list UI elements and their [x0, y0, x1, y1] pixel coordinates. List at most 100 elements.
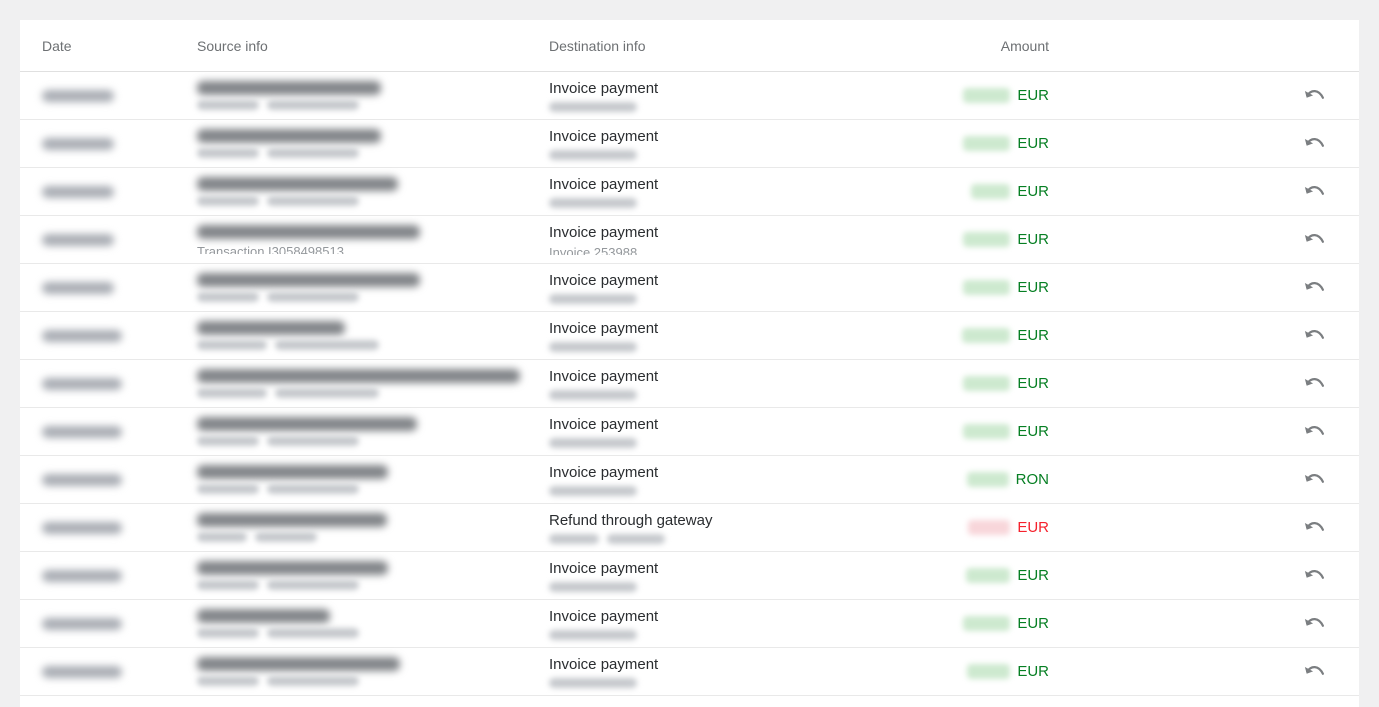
header-amount: Amount — [1000, 37, 1049, 54]
date-redacted-blob — [42, 281, 114, 294]
row-actions — [1287, 468, 1343, 491]
source-name-link-redacted[interactable] — [197, 225, 420, 239]
row-amount: EUR — [849, 567, 1059, 584]
destination-title: Invoice payment — [549, 319, 659, 337]
undo-button[interactable] — [1300, 564, 1330, 587]
amount-currency: EUR — [1017, 327, 1049, 344]
amount-value-redacted — [971, 184, 1011, 199]
source-name-link-redacted[interactable] — [197, 273, 420, 287]
destination-subline — [549, 677, 849, 688]
undo-arrow-icon — [1304, 474, 1324, 483]
source-subline — [197, 196, 549, 206]
amount-currency: EUR — [1017, 567, 1049, 584]
undo-button[interactable] — [1300, 372, 1330, 395]
row-source-info — [197, 513, 549, 542]
undo-button[interactable] — [1300, 468, 1330, 491]
source-name-link-redacted[interactable] — [197, 177, 398, 191]
row-date-redacted — [42, 185, 197, 198]
source-subtext-redacted — [197, 628, 367, 638]
destination-subline — [549, 101, 849, 112]
table-row: Invoice payment EUR — [20, 264, 1359, 312]
source-name-link-redacted[interactable] — [197, 513, 387, 527]
row-destination-info: Invoice payment Invoice 253988 — [549, 224, 849, 256]
date-redacted-blob — [42, 521, 122, 534]
undo-button[interactable] — [1300, 516, 1330, 539]
amount-value-redacted — [967, 664, 1011, 679]
header-source-info: Source info — [197, 37, 268, 54]
amount-value-redacted — [963, 88, 1011, 103]
destination-title: Invoice payment — [549, 223, 659, 241]
undo-button[interactable] — [1300, 324, 1330, 347]
row-source-info — [197, 129, 549, 158]
row-amount: EUR — [849, 327, 1059, 344]
table-row: Invoice payment RON — [20, 456, 1359, 504]
destination-subtext-redacted — [549, 677, 645, 688]
source-name-link-redacted[interactable] — [197, 81, 381, 95]
table-row: Invoice payment EUR — [20, 600, 1359, 648]
destination-subline — [549, 485, 849, 496]
source-name-link-redacted[interactable] — [197, 657, 400, 671]
row-destination-info: Invoice payment — [549, 464, 849, 496]
source-subline — [197, 100, 549, 110]
table-row: Invoice payment EUR — [20, 312, 1359, 360]
row-actions — [1287, 324, 1343, 347]
table-row: Invoice payment EUR — [20, 408, 1359, 456]
undo-arrow-icon — [1304, 282, 1324, 291]
row-source-info — [197, 81, 549, 110]
destination-subline — [549, 293, 849, 304]
destination-invoice-number: Invoice 253988 — [549, 246, 638, 255]
undo-arrow-icon — [1304, 426, 1324, 435]
destination-title: Invoice payment — [549, 607, 659, 625]
table-row: Invoice payment EUR — [20, 120, 1359, 168]
source-subtext-redacted — [197, 100, 367, 110]
destination-title: Invoice payment — [549, 79, 659, 97]
source-name-link-redacted[interactable] — [197, 417, 417, 431]
destination-subtext-redacted — [549, 293, 645, 304]
undo-button[interactable] — [1300, 660, 1330, 683]
destination-subline — [549, 149, 849, 160]
source-name-link-redacted[interactable] — [197, 129, 381, 143]
undo-button[interactable] — [1300, 180, 1330, 203]
table-row: Invoice payment EUR — [20, 168, 1359, 216]
row-destination-info: Invoice payment — [549, 80, 849, 112]
row-amount: RON — [849, 471, 1059, 488]
undo-button[interactable] — [1300, 228, 1330, 251]
date-redacted-blob — [42, 89, 114, 102]
table-row: Invoice payment EUR — [20, 648, 1359, 696]
undo-button[interactable] — [1300, 420, 1330, 443]
source-subtext-redacted — [197, 148, 367, 158]
destination-subline: Invoice 253988 — [549, 246, 849, 256]
date-redacted-blob — [42, 569, 122, 582]
source-name-link-redacted[interactable] — [197, 609, 330, 623]
source-name-link-redacted[interactable] — [197, 369, 520, 383]
source-name-link-redacted[interactable] — [197, 321, 345, 335]
destination-title: Invoice payment — [549, 175, 659, 193]
destination-subtext-redacted — [549, 197, 645, 208]
amount-value-redacted — [963, 232, 1011, 247]
row-source-info: Transaction I3058498513 — [197, 225, 549, 254]
date-redacted-blob — [42, 185, 114, 198]
undo-button[interactable] — [1300, 276, 1330, 299]
row-amount: EUR — [849, 135, 1059, 152]
row-actions — [1287, 564, 1343, 587]
source-subline — [197, 436, 549, 446]
destination-title: Invoice payment — [549, 463, 659, 481]
undo-button[interactable] — [1300, 612, 1330, 635]
row-amount: EUR — [849, 519, 1059, 536]
header-destination-info: Destination info — [549, 37, 646, 54]
source-name-link-redacted[interactable] — [197, 561, 388, 575]
source-name-link-redacted[interactable] — [197, 465, 388, 479]
row-actions — [1287, 660, 1343, 683]
row-amount: EUR — [849, 183, 1059, 200]
undo-arrow-icon — [1304, 186, 1324, 195]
source-subtext-redacted — [197, 340, 387, 350]
source-subline — [197, 292, 549, 302]
table-row: Invoice payment EUR — [20, 72, 1359, 120]
amount-currency: EUR — [1017, 519, 1049, 536]
date-redacted-blob — [42, 233, 114, 246]
undo-button[interactable] — [1300, 132, 1330, 155]
amount-value-redacted — [963, 616, 1011, 631]
table-row: Transaction I3058498513 Invoice payment … — [20, 216, 1359, 264]
destination-subline — [549, 437, 849, 448]
undo-button[interactable] — [1300, 84, 1330, 107]
